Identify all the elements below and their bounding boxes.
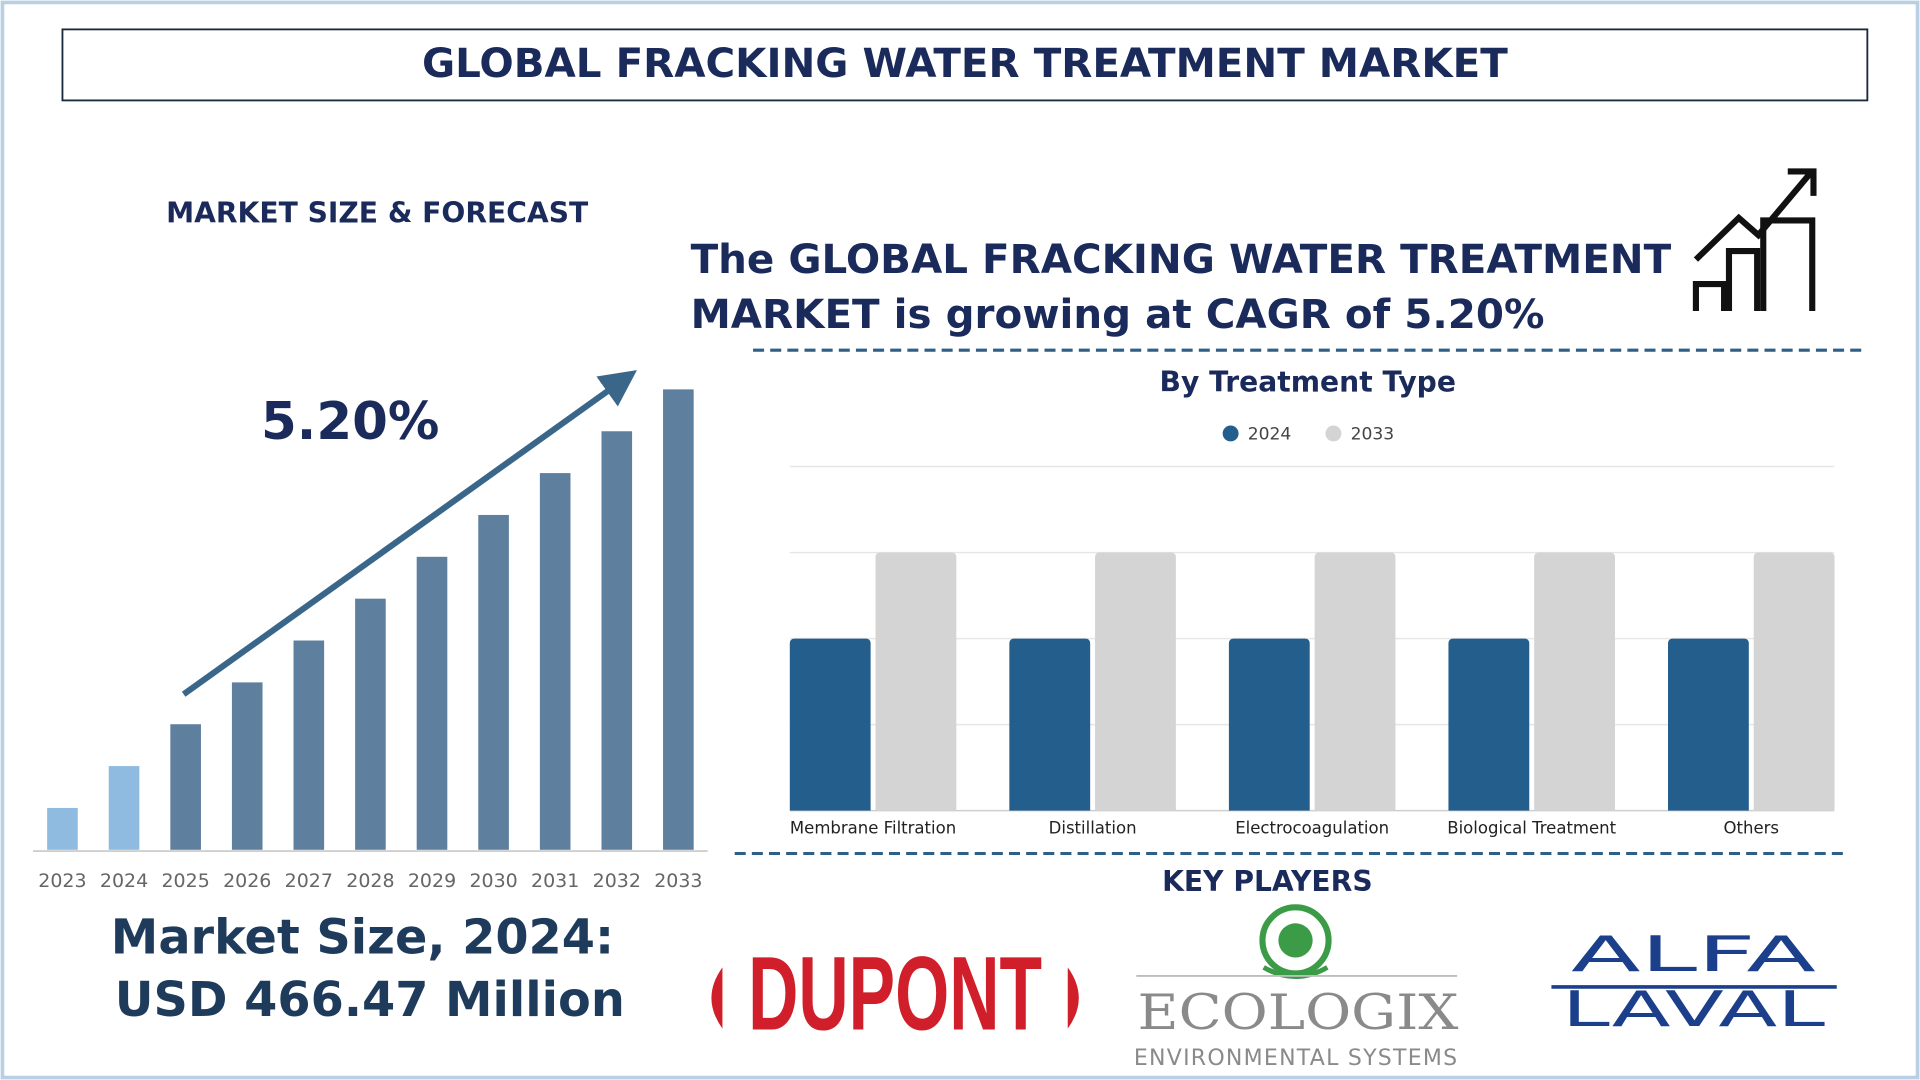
x-tick-label: Electrocoagulation bbox=[1235, 818, 1389, 837]
x-tick-label: 2023 bbox=[38, 870, 86, 892]
bar bbox=[355, 598, 386, 850]
market-size-label: Market Size, 2024: bbox=[111, 910, 614, 965]
x-tick-label: 2033 bbox=[654, 870, 702, 892]
x-tick-label: 2032 bbox=[593, 870, 641, 892]
bar bbox=[478, 514, 509, 850]
bar bbox=[1668, 638, 1749, 811]
x-tick-label: 2029 bbox=[408, 870, 456, 892]
logo-text: DUPONT bbox=[748, 935, 1042, 1052]
bar bbox=[1534, 552, 1615, 811]
x-tick-label: 2024 bbox=[100, 870, 148, 892]
x-tick-label: Membrane Filtration bbox=[790, 818, 956, 837]
title-box bbox=[61, 28, 1869, 102]
bar bbox=[108, 766, 140, 850]
headline-line: MARKET is growing at CAGR of 5.20% bbox=[691, 290, 1545, 338]
bar bbox=[170, 724, 201, 850]
market-forecast-chart: 2023 2024 2025 2026 2027 2028 2029 2030 2031 2032… bbox=[38, 389, 703, 892]
bar bbox=[875, 552, 957, 811]
bar bbox=[47, 807, 78, 850]
x-tick-label: Distillation bbox=[1049, 818, 1137, 837]
ecologix-logo: ECOLOGIX ENVIRONMENTAL SYSTEMS bbox=[1134, 904, 1459, 1071]
market-size-value: USD 466.47 Million bbox=[115, 973, 625, 1028]
bar bbox=[293, 640, 325, 850]
legend-label: 2033 bbox=[1351, 425, 1395, 445]
page-title: GLOBAL FRACKING WATER TREATMENT MARKET bbox=[422, 39, 1508, 87]
bar bbox=[1228, 638, 1310, 811]
bar bbox=[1095, 552, 1176, 811]
bar bbox=[1753, 552, 1835, 811]
section-title: KEY PLAYERS bbox=[1162, 865, 1372, 898]
x-tick-label: 2031 bbox=[531, 870, 579, 892]
bar bbox=[231, 682, 263, 850]
x-tick-label: 2027 bbox=[285, 870, 333, 892]
logo-text: LAVAL bbox=[1562, 981, 1827, 1038]
bar bbox=[416, 556, 448, 850]
logo-text: ECOLOGIX bbox=[1138, 984, 1459, 1041]
dupont-logo: DUPONT bbox=[711, 935, 1079, 1052]
bar bbox=[1009, 638, 1091, 811]
legend-swatch bbox=[1325, 425, 1342, 442]
bar bbox=[663, 389, 694, 850]
x-tick-label: Others bbox=[1724, 818, 1780, 837]
x-tick-label: 2030 bbox=[469, 870, 517, 892]
x-tick-label: 2025 bbox=[161, 870, 209, 892]
growth-arrow bbox=[181, 370, 637, 697]
logo-text: ALFA bbox=[1571, 926, 1817, 983]
x-tick-label: 2028 bbox=[346, 870, 394, 892]
legend-swatch bbox=[1222, 425, 1239, 442]
bar bbox=[1314, 552, 1396, 811]
treatment-type-chart: 2024 2033 Membrane Filtration Distillation E… bbox=[789, 425, 1835, 837]
bar bbox=[1448, 638, 1530, 811]
x-tick-label: 2026 bbox=[223, 870, 271, 892]
bar bbox=[539, 473, 571, 850]
growth-icon bbox=[1692, 168, 1817, 312]
headline-line: The GLOBAL FRACKING WATER TREATMENT bbox=[691, 235, 1672, 283]
chart-title: By Treatment Type bbox=[1160, 365, 1456, 398]
alfa-laval-logo: ALFA LAVAL bbox=[1551, 926, 1837, 1038]
legend-label: 2024 bbox=[1248, 425, 1292, 445]
logo-tagline: ENVIRONMENTAL SYSTEMS bbox=[1134, 1046, 1457, 1071]
x-tick-label: Biological Treatment bbox=[1447, 818, 1616, 837]
chart-title: MARKET SIZE & FORECAST bbox=[166, 196, 589, 229]
bar bbox=[601, 431, 633, 850]
cagr-annotation: 5.20% bbox=[261, 392, 439, 452]
bar bbox=[789, 638, 871, 811]
